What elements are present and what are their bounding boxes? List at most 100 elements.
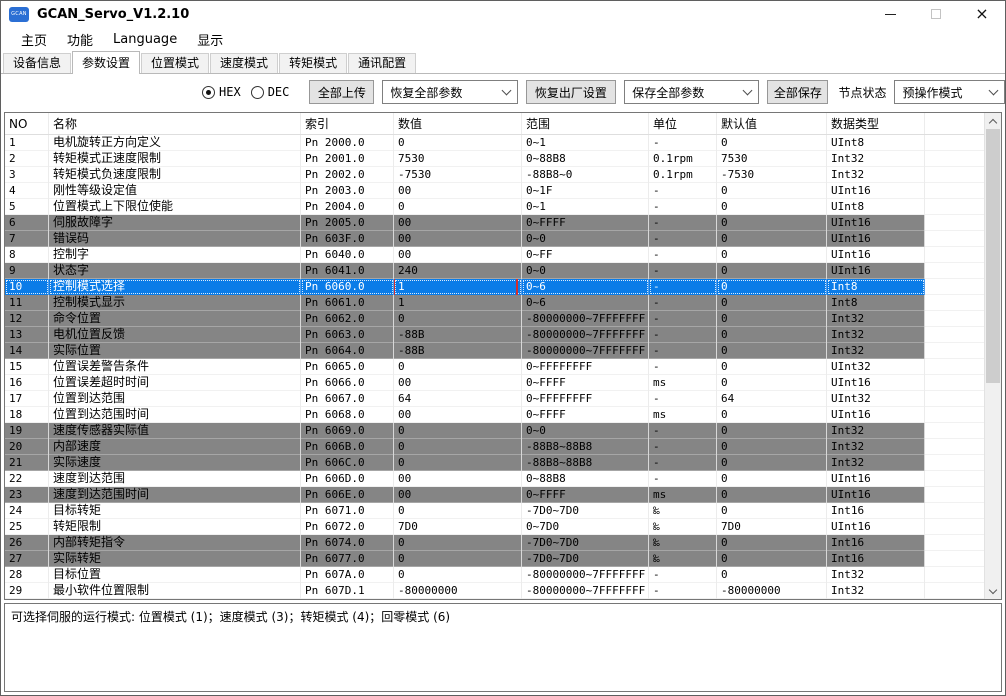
tab-5[interactable]: 转矩模式 bbox=[279, 53, 348, 73]
hex-radio-icon[interactable] bbox=[202, 85, 215, 99]
table-row[interactable]: 5 位置模式上下限位使能 Pn 2004.0 0 0~1 - 0 UInt8 bbox=[5, 199, 1001, 215]
cell-no: 4 bbox=[5, 183, 49, 199]
column-header-1[interactable]: NO bbox=[5, 113, 49, 134]
cell-value[interactable]: 00 bbox=[394, 215, 522, 231]
menu-item-1[interactable]: 主页 bbox=[21, 33, 48, 49]
close-button[interactable]: × bbox=[959, 1, 1005, 27]
table-row[interactable]: 28 目标位置 Pn 607A.0 0 -80000000~7FFFFFFF -… bbox=[5, 567, 1001, 583]
tab-6[interactable]: 通讯配置 bbox=[348, 53, 417, 73]
cell-value[interactable]: 0 bbox=[394, 503, 522, 519]
cell-value[interactable]: 7D0 bbox=[394, 519, 522, 535]
table-row[interactable]: 19 速度传感器实际值 Pn 6069.0 0 0~0 - 0 Int32 bbox=[5, 423, 1001, 439]
table-row[interactable]: 12 命令位置 Pn 6062.0 0 -80000000~7FFFFFFF -… bbox=[5, 311, 1001, 327]
cell-value[interactable]: 0 bbox=[394, 455, 522, 471]
factory-reset-button[interactable]: 恢复出厂设置 bbox=[525, 80, 617, 104]
table-row[interactable]: 3 转矩模式负速度限制 Pn 2002.0 -7530 -88B8~0 0.1r… bbox=[5, 167, 1001, 183]
node-status-dropdown[interactable]: 预操作模式 bbox=[894, 80, 1005, 104]
cell-value[interactable]: 0 bbox=[394, 535, 522, 551]
column-header-5[interactable]: 范围 bbox=[522, 113, 649, 134]
cell-range: 0~FFFF bbox=[522, 407, 649, 423]
tab-3[interactable]: 位置模式 bbox=[141, 53, 210, 73]
cell-value[interactable]: 0 bbox=[394, 423, 522, 439]
table-row[interactable]: 11 控制模式显示 Pn 6061.0 1 0~6 - 0 Int8 bbox=[5, 295, 1001, 311]
table-row[interactable]: 9 状态字 Pn 6041.0 240 0~0 - 0 UInt16 bbox=[5, 263, 1001, 279]
table-row[interactable]: 24 目标转矩 Pn 6071.0 0 -7D0~7D0 ‰ 0 Int16 bbox=[5, 503, 1001, 519]
table-row-selected[interactable]: 10 控制模式选择 Pn 6060.0 1 0~6 - 0 Int8 bbox=[5, 279, 1001, 295]
table-row[interactable]: 18 位置到达范围时间 Pn 6068.0 00 0~FFFF ms 0 UIn… bbox=[5, 407, 1001, 423]
cell-name: 命令位置 bbox=[49, 311, 301, 327]
cell-value[interactable]: -88B bbox=[394, 343, 522, 359]
cell-value[interactable]: 64 bbox=[394, 391, 522, 407]
scroll-down-button[interactable] bbox=[985, 583, 1001, 599]
save-all-button[interactable]: 全部保存 bbox=[767, 80, 829, 104]
table-row[interactable]: 29 最小软件位置限制 Pn 607D.1 -80000000 -8000000… bbox=[5, 583, 1001, 599]
table-row[interactable]: 25 转矩限制 Pn 6072.0 7D0 0~7D0 ‰ 7D0 UInt16 bbox=[5, 519, 1001, 535]
menu-item-2[interactable]: 功能 bbox=[67, 33, 94, 49]
scrollbar-thumb[interactable] bbox=[986, 129, 1000, 384]
cell-value[interactable]: 00 bbox=[394, 247, 522, 263]
cell-type: Int32 bbox=[827, 311, 925, 327]
cell-value[interactable]: 0 bbox=[394, 311, 522, 327]
column-header-2[interactable]: 名称 bbox=[49, 113, 301, 134]
cell-value[interactable]: 0 bbox=[394, 359, 522, 375]
column-header-3[interactable]: 索引 bbox=[301, 113, 394, 134]
tab-1[interactable]: 设备信息 bbox=[3, 53, 72, 73]
cell-value[interactable]: 00 bbox=[394, 183, 522, 199]
table-row[interactable]: 15 位置误差警告条件 Pn 6065.0 0 0~FFFFFFFF - 0 U… bbox=[5, 359, 1001, 375]
table-row[interactable]: 13 电机位置反馈 Pn 6063.0 -88B -80000000~7FFFF… bbox=[5, 327, 1001, 343]
scroll-up-button[interactable] bbox=[985, 113, 1001, 129]
cell-value[interactable]: 00 bbox=[394, 487, 522, 503]
cell-value[interactable]: 1 bbox=[394, 279, 522, 295]
vertical-scrollbar[interactable] bbox=[984, 113, 1001, 599]
table-row[interactable]: 17 位置到达范围 Pn 6067.0 64 0~FFFFFFFF - 64 U… bbox=[5, 391, 1001, 407]
hex-radio-option[interactable]: HEX bbox=[202, 85, 241, 99]
cell-value[interactable]: 0 bbox=[394, 551, 522, 567]
cell-type: UInt16 bbox=[827, 519, 925, 535]
cell-value[interactable]: 00 bbox=[394, 375, 522, 391]
scrollbar-track[interactable] bbox=[985, 129, 1001, 583]
table-row[interactable]: 22 速度到达范围 Pn 606D.0 00 0~88B8 - 0 UInt16 bbox=[5, 471, 1001, 487]
table-row[interactable]: 7 错误码 Pn 603F.0 00 0~0 - 0 UInt16 bbox=[5, 231, 1001, 247]
dec-radio-option[interactable]: DEC bbox=[250, 85, 289, 99]
cell-no: 13 bbox=[5, 327, 49, 343]
cell-value[interactable]: 240 bbox=[394, 263, 522, 279]
table-row[interactable]: 21 实际速度 Pn 606C.0 0 -88B8~88B8 - 0 Int32 bbox=[5, 455, 1001, 471]
table-row[interactable]: 23 速度到达范围时间 Pn 606E.0 00 0~FFFF ms 0 UIn… bbox=[5, 487, 1001, 503]
table-row[interactable]: 8 控制字 Pn 6040.0 00 0~FF - 0 UInt16 bbox=[5, 247, 1001, 263]
cell-value[interactable]: -7530 bbox=[394, 167, 522, 183]
cell-value[interactable]: 00 bbox=[394, 471, 522, 487]
table-row[interactable]: 16 位置误差超时时间 Pn 6066.0 00 0~FFFF ms 0 UIn… bbox=[5, 375, 1001, 391]
table-row[interactable]: 6 伺服故障字 Pn 2005.0 00 0~FFFF - 0 UInt16 bbox=[5, 215, 1001, 231]
cell-value[interactable]: 0 bbox=[394, 135, 522, 151]
cell-value[interactable]: 1 bbox=[394, 295, 522, 311]
cell-value[interactable]: -88B bbox=[394, 327, 522, 343]
save-all-params-dropdown[interactable]: 保存全部参数 bbox=[624, 80, 760, 104]
column-header-6[interactable]: 单位 bbox=[649, 113, 717, 134]
column-header-7[interactable]: 默认值 bbox=[717, 113, 827, 134]
table-row[interactable]: 2 转矩模式正速度限制 Pn 2001.0 7530 0~88B8 0.1rpm… bbox=[5, 151, 1001, 167]
table-row[interactable]: 26 内部转矩指令 Pn 6074.0 0 -7D0~7D0 ‰ 0 Int16 bbox=[5, 535, 1001, 551]
menu-item-4[interactable]: 显示 bbox=[197, 33, 224, 49]
table-row[interactable]: 20 内部速度 Pn 606B.0 0 -88B8~88B8 - 0 Int32 bbox=[5, 439, 1001, 455]
dec-radio-icon[interactable] bbox=[250, 85, 264, 99]
column-header-8[interactable]: 数据类型 bbox=[827, 113, 925, 134]
table-row[interactable]: 1 电机旋转正方向定义 Pn 2000.0 0 0~1 - 0 UInt8 bbox=[5, 135, 1001, 151]
cell-default: 0 bbox=[717, 551, 827, 567]
table-row[interactable]: 4 刚性等级设定值 Pn 2003.0 00 0~1F - 0 UInt16 bbox=[5, 183, 1001, 199]
table-row[interactable]: 27 实际转矩 Pn 6077.0 0 -7D0~7D0 ‰ 0 Int16 bbox=[5, 551, 1001, 567]
restore-all-params-dropdown[interactable]: 恢复全部参数 bbox=[382, 80, 518, 104]
column-header-4[interactable]: 数值 bbox=[394, 113, 522, 134]
minimize-button[interactable] bbox=[867, 1, 913, 27]
cell-value[interactable]: 00 bbox=[394, 231, 522, 247]
cell-value[interactable]: 7530 bbox=[394, 151, 522, 167]
cell-value[interactable]: 0 bbox=[394, 567, 522, 583]
cell-value[interactable]: 0 bbox=[394, 199, 522, 215]
tab-4[interactable]: 速度模式 bbox=[210, 53, 279, 73]
upload-all-button[interactable]: 全部上传 bbox=[309, 80, 375, 104]
cell-value[interactable]: 00 bbox=[394, 407, 522, 423]
cell-value[interactable]: -80000000 bbox=[394, 583, 522, 599]
tab-2-active[interactable]: 参数设置 bbox=[72, 51, 141, 74]
menu-item-3[interactable]: Language bbox=[113, 31, 178, 47]
table-row[interactable]: 14 实际位置 Pn 6064.0 -88B -80000000~7FFFFFF… bbox=[5, 343, 1001, 359]
cell-value[interactable]: 0 bbox=[394, 439, 522, 455]
